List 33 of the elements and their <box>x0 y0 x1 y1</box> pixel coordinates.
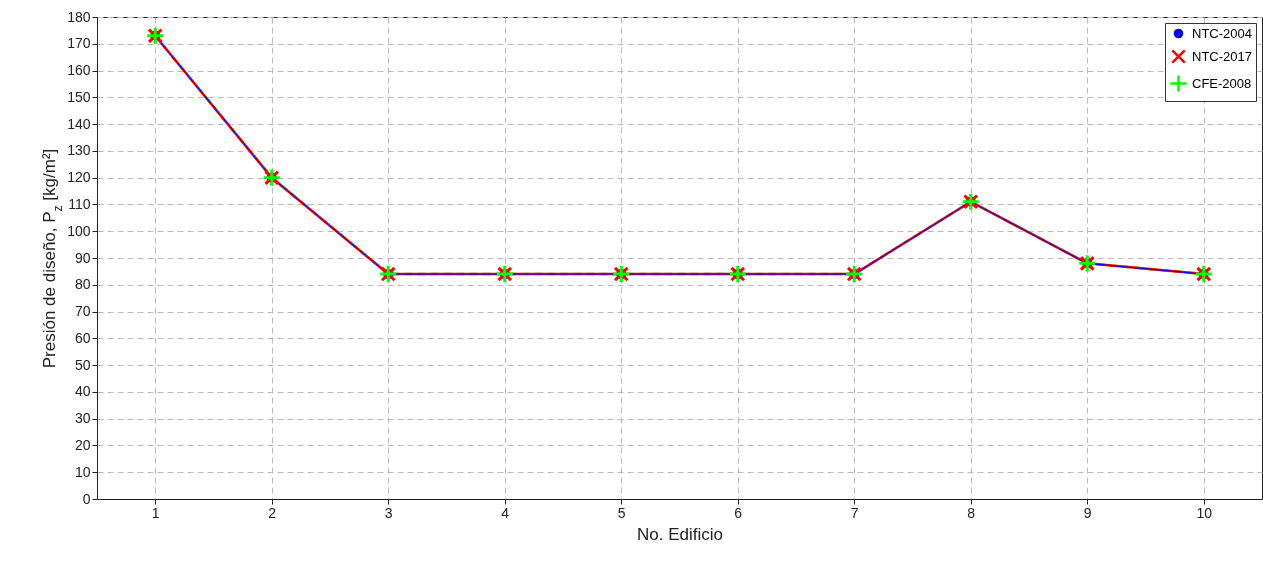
x-tick-label: 3 <box>384 504 393 521</box>
x-tick-label: 1 <box>151 504 160 521</box>
x-tick-label: 2 <box>268 504 277 521</box>
y-tick-label: 20 <box>74 436 91 453</box>
x-tick-label: 10 <box>1196 504 1213 521</box>
legend-label: NTC-2004 <box>1192 25 1252 41</box>
x-tick-label: 8 <box>967 504 976 521</box>
x-tick-label: 6 <box>734 504 743 521</box>
y-tick-label: 30 <box>74 410 91 427</box>
y-tick-label: 180 <box>67 8 91 25</box>
y-tick-label: 40 <box>74 383 91 400</box>
y-tick-label: 10 <box>74 463 91 480</box>
y-tick-label: 60 <box>74 329 91 346</box>
y-tick-label: 90 <box>74 249 91 266</box>
y-tick-label: 50 <box>74 356 91 373</box>
x-tick-label: 4 <box>501 504 510 521</box>
y-tick-label: 160 <box>67 62 91 79</box>
y-tick-label: 140 <box>67 115 91 132</box>
y-tick-label: 170 <box>67 35 91 52</box>
y-tick-label: 150 <box>67 88 91 105</box>
y-tick-label: 70 <box>74 303 91 320</box>
x-axis-title: No. Edificio <box>637 524 723 544</box>
y-tick-label: 120 <box>67 169 91 186</box>
y-tick-label: 0 <box>82 490 91 507</box>
y-tick-label: 130 <box>67 142 91 159</box>
x-tick-label: 7 <box>850 504 859 521</box>
legend-label: CFE-2008 <box>1192 75 1252 91</box>
y-tick-label: 110 <box>68 195 91 212</box>
x-tick-label: 5 <box>617 504 626 521</box>
x-tick-label: 9 <box>1083 504 1092 521</box>
legend-label: NTC-2017 <box>1192 48 1252 64</box>
y-tick-label: 80 <box>74 276 91 293</box>
y-tick-label: 100 <box>67 222 91 239</box>
